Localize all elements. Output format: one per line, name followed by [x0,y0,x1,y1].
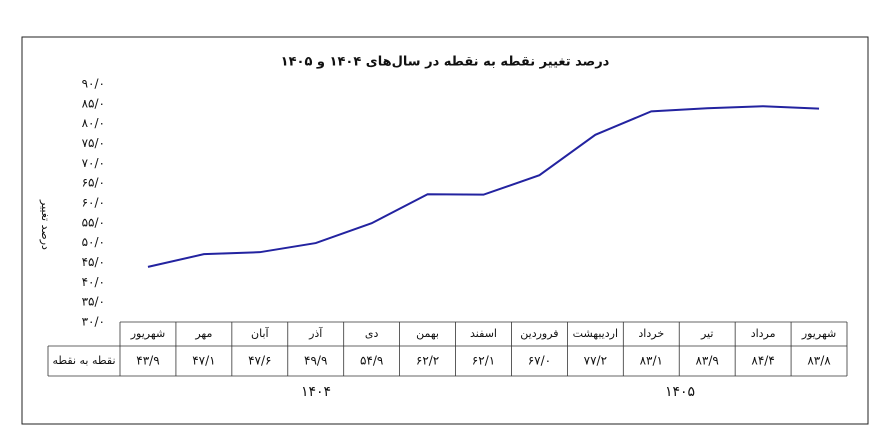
value-label: ۶۲/۲ [416,354,439,368]
x-tick-label: مرداد [751,327,776,340]
y-tick-label: ۴۵/۰ [82,255,105,269]
x-tick-label: فروردین [520,327,558,340]
value-label: ۷۷/۲ [584,354,607,368]
y-tick-label: ۵۵/۰ [82,215,105,229]
value-label: ۸۳/۸ [807,354,831,368]
value-label: ۴۳/۹ [136,354,159,368]
value-label: ۴۹/۹ [304,354,327,368]
y-tick-label: ۸۰/۰ [82,116,105,130]
x-tick-label: آذر [308,326,323,340]
value-label: ۸۳/۱ [640,354,663,368]
y-tick-label: ۶۰/۰ [82,196,105,210]
y-axis-label: درصد تغییر [39,199,52,250]
value-label: ۵۴/۹ [360,354,383,368]
value-label: ۸۳/۹ [695,354,718,368]
value-label: ۶۷/۰ [528,354,551,368]
x-tick-label: دی [365,327,379,340]
y-tick-label: ۹۰/۰ [82,77,105,91]
x-tick-label: شهریور [130,327,165,340]
x-tick-label: آبان [251,326,269,340]
chart-title: درصد تغییر نقطه به نقطه در سال‌های ۱۴۰۴ … [281,55,610,70]
data-line [147,105,820,268]
y-tick-label: ۵۰/۰ [82,235,105,249]
x-tick-label: مهر [194,327,212,340]
y-tick-label: ۶۵/۰ [82,176,105,190]
x-tick-label: اسفند [470,327,497,340]
x-tick-label: شهریور [801,327,836,340]
year-label: ۱۴۰۴ [301,384,331,400]
x-tick-label: اردیبهشت [573,327,618,340]
value-label: ۸۴/۴ [751,354,774,368]
x-tick-label: تیر [700,327,713,340]
value-label: ۴۷/۶ [248,354,271,368]
x-tick-label: خرداد [638,327,664,340]
y-tick-label: ۷۰/۰ [82,156,105,170]
value-label: ۴۷/۱ [192,354,215,368]
y-tick-label: ۳۰/۰ [82,315,105,329]
y-tick-label: ۸۵/۰ [82,96,105,110]
chart-frame [21,36,869,425]
row-header: نقطه به نقطه [52,354,115,367]
value-label: ۶۲/۱ [472,354,495,368]
y-tick-label: ۷۵/۰ [82,136,105,150]
year-label: ۱۴۰۵ [665,384,695,400]
y-tick-label: ۳۵/۰ [82,295,105,309]
x-tick-label: بهمن [416,327,439,340]
y-tick-label: ۴۰/۰ [82,275,105,289]
